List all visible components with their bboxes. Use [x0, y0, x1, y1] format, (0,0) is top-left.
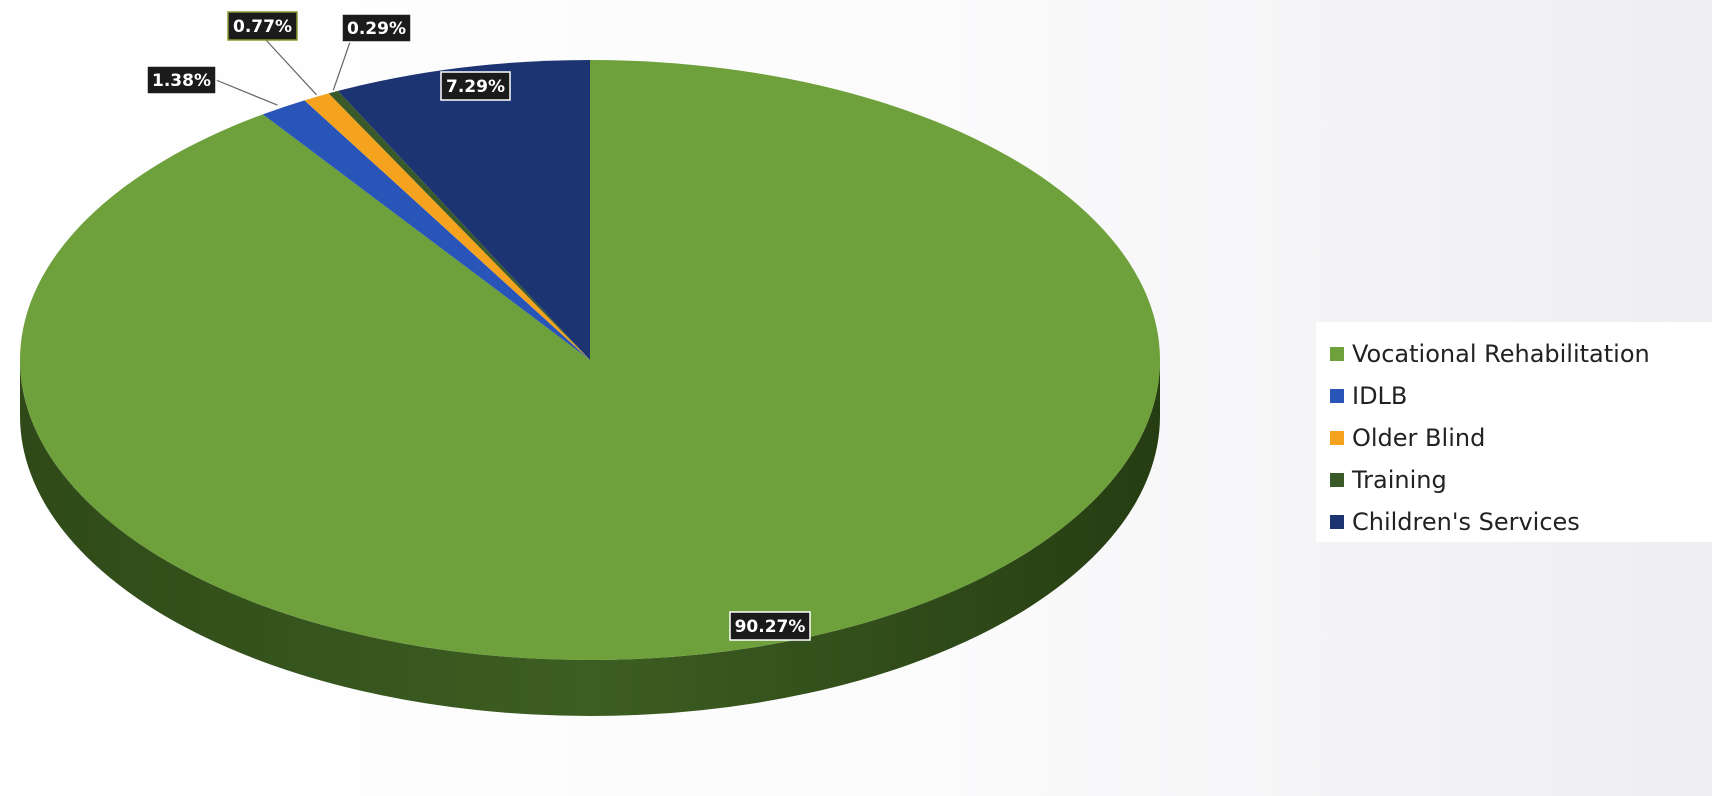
- data-label-box: [440, 71, 511, 101]
- legend-label: Vocational Rehabilitation: [1352, 340, 1650, 368]
- data-label-text: 0.77%: [233, 17, 292, 37]
- data-labels: 90.27% 1.38% 0.77% 0.29% 7.29%: [146, 11, 811, 641]
- pie-slice-training: [328, 90, 590, 360]
- data-label-box: [341, 13, 412, 43]
- legend-label: IDLB: [1352, 382, 1408, 410]
- legend-label: Older Blind: [1352, 424, 1486, 452]
- pie-side-wall: [20, 360, 1160, 716]
- legend-item-vocational-rehabilitation: Vocational Rehabilitation: [1330, 338, 1650, 370]
- data-label-idlb: 1.38%: [146, 65, 217, 95]
- legend-swatch-icon: [1330, 347, 1344, 361]
- data-label-box: [227, 11, 298, 41]
- pie-slice-older-blind: [304, 93, 590, 360]
- data-label-older-blind: 0.77%: [227, 11, 298, 41]
- leader-line-training: [332, 41, 351, 91]
- leader-line-idlb: [215, 79, 278, 106]
- data-label-training: 0.29%: [341, 13, 412, 43]
- leader-line-older-blind: [265, 39, 317, 96]
- legend-swatch-icon: [1330, 515, 1344, 529]
- legend-swatch-icon: [1330, 473, 1344, 487]
- legend-item-training: Training: [1330, 464, 1447, 496]
- pie-slice-children-s-services: [337, 60, 590, 360]
- legend-item-childrens-services: Children's Services: [1330, 506, 1580, 538]
- legend: Vocational Rehabilitation IDLB Older Bli…: [1316, 322, 1712, 542]
- data-label-box: [146, 65, 217, 95]
- pie-slices: [19, 60, 1161, 660]
- data-label-vocational-rehabilitation: 90.27%: [729, 611, 811, 641]
- pie-side-wall-shape: [20, 360, 1160, 716]
- legend-item-older-blind: Older Blind: [1330, 422, 1485, 454]
- data-label-text: 1.38%: [152, 71, 211, 91]
- legend-item-idlb: IDLB: [1330, 380, 1407, 412]
- data-label-children-s-services: 7.29%: [440, 71, 511, 101]
- data-label-text: 0.29%: [347, 19, 406, 39]
- data-label-text: 7.29%: [446, 77, 505, 97]
- legend-label: Children's Services: [1352, 508, 1580, 536]
- legend-label: Training: [1352, 466, 1447, 494]
- legend-swatch-icon: [1330, 389, 1344, 403]
- data-label-box: [729, 611, 811, 641]
- pie-slice-idlb: [262, 100, 590, 360]
- data-label-text: 90.27%: [735, 617, 806, 637]
- legend-swatch-icon: [1330, 431, 1344, 445]
- label-leader-lines: [215, 39, 351, 106]
- pie-slice-vocational-rehabilitation: [19, 60, 1161, 660]
